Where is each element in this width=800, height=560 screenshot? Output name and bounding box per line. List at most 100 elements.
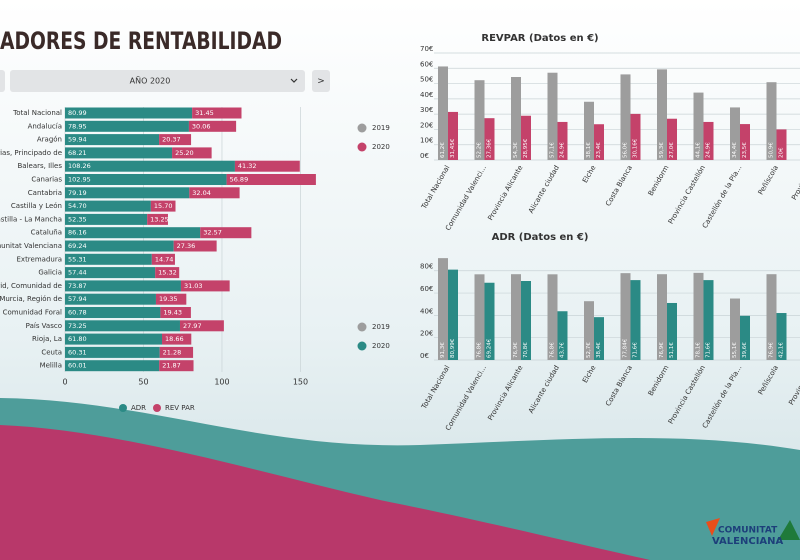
category-label: Canarias xyxy=(31,176,62,184)
bar-segment xyxy=(65,107,193,119)
value-label: 30.06 xyxy=(192,122,211,130)
bar-segment xyxy=(65,174,227,185)
bar xyxy=(474,80,485,160)
x-tick-label: 150 xyxy=(293,378,308,387)
value-label: 51,1€ xyxy=(669,342,675,358)
chevron xyxy=(290,78,298,83)
category-label: Castilla y León xyxy=(11,202,62,210)
value-label: 76,8€ xyxy=(477,342,483,358)
bar-segment xyxy=(160,307,191,318)
value-label: 71,6€ xyxy=(633,342,639,358)
bar xyxy=(438,66,448,160)
y-tick-label: 20€ xyxy=(420,121,433,129)
bar-segment xyxy=(65,187,190,199)
bar xyxy=(776,313,787,360)
bar xyxy=(667,302,677,360)
value-label: 20.37 xyxy=(162,136,181,144)
bar-segment xyxy=(226,174,316,185)
value-label: 44,1€ xyxy=(696,142,702,158)
x-tick-label: 50 xyxy=(138,378,148,387)
bar-segment xyxy=(189,187,240,199)
bar xyxy=(657,274,667,360)
bar-segment xyxy=(150,200,176,212)
value-label: 32.57 xyxy=(203,229,222,237)
bar xyxy=(657,69,667,160)
next-button[interactable] xyxy=(312,70,330,92)
value-label: 52.35 xyxy=(68,215,87,223)
value-label: 14.74 xyxy=(155,255,174,263)
bar xyxy=(484,118,495,160)
bar xyxy=(703,280,714,360)
bar-segment xyxy=(65,134,160,146)
bar xyxy=(740,315,750,360)
value-label: 27.97 xyxy=(183,322,202,330)
bar xyxy=(703,121,714,160)
category-label: adrid, Comunidad de xyxy=(0,282,62,290)
y-tick-label: 0€ xyxy=(420,352,429,360)
legend-label: ADR xyxy=(131,404,146,412)
y-tick-label: 80€ xyxy=(420,263,433,271)
bar-segment xyxy=(188,120,237,132)
bar xyxy=(693,272,704,360)
bar-segment xyxy=(180,280,230,292)
category-label: Andalucía xyxy=(28,122,62,130)
value-label: 50,9€ xyxy=(769,142,775,158)
x-tick-label: 100 xyxy=(214,378,229,387)
selector-label: AÑO 2020 xyxy=(130,76,171,86)
bar xyxy=(484,282,495,360)
bar xyxy=(740,124,750,160)
category-label: Total Nacional xyxy=(12,109,62,117)
value-label: 70,8€ xyxy=(523,342,529,358)
value-label: 52,2€ xyxy=(477,142,483,158)
y-tick-label: 30€ xyxy=(420,106,433,114)
value-label: 78.95 xyxy=(68,122,87,130)
bar xyxy=(584,101,594,160)
bar xyxy=(620,74,631,160)
value-label: 27.36 xyxy=(177,242,196,250)
bar-segment xyxy=(65,240,174,252)
value-label: 86.16 xyxy=(68,229,87,237)
category-label: Castilla - La Mancha xyxy=(0,215,62,223)
value-label: 108.26 xyxy=(68,162,91,170)
value-label: 23,5€ xyxy=(742,142,748,158)
value-label: 78,1€ xyxy=(696,342,702,358)
value-label: 60.31 xyxy=(68,348,87,356)
y-tick-label: 70€ xyxy=(420,45,433,53)
value-label: 24,9€ xyxy=(560,142,566,158)
value-label: 19.43 xyxy=(163,309,182,317)
bar-segment xyxy=(155,293,187,305)
value-label: 19.35 xyxy=(159,295,178,303)
bar xyxy=(630,280,641,360)
value-label: 54.70 xyxy=(68,202,87,210)
value-label: 31.03 xyxy=(184,282,203,290)
value-label: 57,1€ xyxy=(550,142,556,158)
bar xyxy=(594,124,604,160)
y-tick-label: 20€ xyxy=(420,330,433,338)
bar-segment xyxy=(159,134,192,146)
bar xyxy=(511,76,521,160)
bar xyxy=(730,298,740,360)
bar-segment xyxy=(65,360,160,372)
x-tick-label: 0 xyxy=(62,378,67,387)
value-label: 60.01 xyxy=(68,362,87,370)
value-label: 76,9€ xyxy=(513,342,519,358)
legend-swatch xyxy=(357,123,367,133)
value-label: 68.21 xyxy=(68,149,87,157)
value-label: 77,84€ xyxy=(623,338,629,358)
value-label: 25.20 xyxy=(175,149,194,157)
year-selector[interactable] xyxy=(10,70,305,92)
chart-title: ADR (Datos en €) xyxy=(492,232,589,243)
prev-button[interactable] xyxy=(0,70,5,92)
category-label: ra, Comunidad Foral xyxy=(0,309,62,317)
chart-title: REVPAR (Datos en €) xyxy=(481,33,598,44)
value-label: 56,0€ xyxy=(623,142,629,158)
legend-label: REV PAR xyxy=(165,404,195,412)
bar-segment xyxy=(65,333,163,345)
legend-swatch xyxy=(119,404,127,412)
bar xyxy=(547,72,558,160)
bar xyxy=(776,129,787,160)
value-label: 55.31 xyxy=(68,255,87,263)
bar-segment xyxy=(159,346,194,358)
bar-segment xyxy=(159,360,194,372)
